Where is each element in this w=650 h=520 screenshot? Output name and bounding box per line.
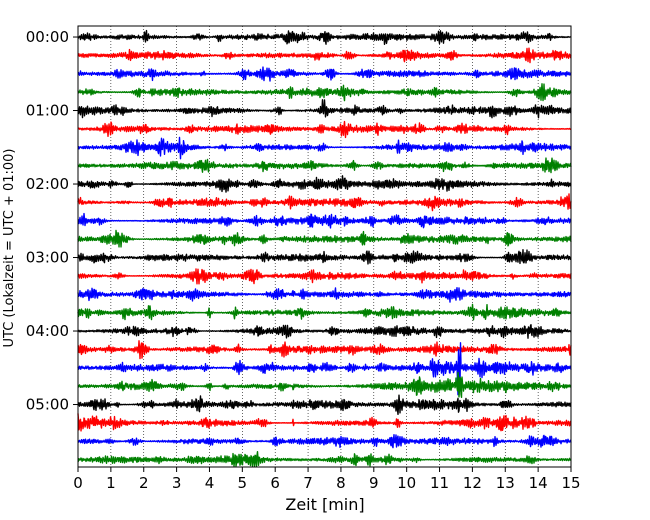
trace-row-0: [77, 29, 572, 45]
x-axis-label: Zeit [min]: [285, 495, 364, 514]
x-tick-label-14: 14: [529, 474, 548, 492]
trace-row-6: [77, 136, 572, 160]
trace-row-22: [77, 434, 572, 449]
trace-row-12: [77, 248, 572, 265]
trace-row-17: [77, 340, 572, 360]
trace-row-11: [77, 229, 572, 248]
trace-row-18: [77, 342, 572, 396]
x-tick-label-10: 10: [397, 474, 416, 492]
trace-row-10: [77, 212, 572, 229]
trace-row-20: [77, 394, 572, 415]
x-axis: 0 1 2 3 4 5 6 7 8 9 10 11 12 13 14 15: [73, 467, 581, 492]
y-tick-label-5: 05:00: [26, 396, 69, 414]
y-axis: 00:00 01:00 02:00 03:00 04:00 05:00: [26, 28, 78, 414]
y-axis-label: UTC (Lokalzeit = UTC + 01:00): [2, 149, 17, 348]
trace-row-15: [77, 303, 572, 321]
trace-row-14: [77, 287, 572, 303]
x-tick-label-13: 13: [496, 474, 515, 492]
trace-row-3: [77, 83, 572, 102]
trace-row-5: [77, 120, 572, 139]
plot-frame: [77, 25, 572, 468]
trace-row-9: [77, 193, 572, 212]
y-tick-label-2: 02:00: [26, 175, 69, 193]
y-tick-label-1: 01:00: [26, 102, 69, 120]
x-tick-label-8: 8: [336, 474, 346, 492]
x-tick-label-9: 9: [369, 474, 379, 492]
trace-row-1: [77, 47, 572, 64]
x-tick-label-7: 7: [303, 474, 313, 492]
trace-row-4: [77, 99, 572, 119]
trace-row-21: [77, 413, 572, 432]
x-tick-label-1: 1: [106, 474, 116, 492]
x-tick-label-3: 3: [172, 474, 182, 492]
trace-row-2: [77, 66, 572, 82]
trace-row-13: [77, 268, 572, 285]
trace-row-8: [77, 175, 572, 193]
x-tick-label-15: 15: [561, 474, 580, 492]
y-tick-label-4: 04:00: [26, 322, 69, 340]
x-tick-label-2: 2: [139, 474, 149, 492]
x-tick-label-0: 0: [73, 474, 83, 492]
x-tick-label-6: 6: [270, 474, 280, 492]
x-tick-label-12: 12: [463, 474, 482, 492]
y-tick-label-0: 00:00: [26, 28, 69, 46]
trace-row-16: [77, 324, 572, 339]
trace-row-7: [77, 157, 572, 174]
seismogram-traces: [77, 29, 572, 467]
trace-row-23: [77, 451, 572, 467]
x-tick-label-4: 4: [205, 474, 215, 492]
x-tick-label-5: 5: [238, 474, 248, 492]
x-tick-label-11: 11: [430, 474, 449, 492]
trace-row-19: [77, 371, 572, 398]
y-tick-label-3: 03:00: [26, 249, 69, 267]
